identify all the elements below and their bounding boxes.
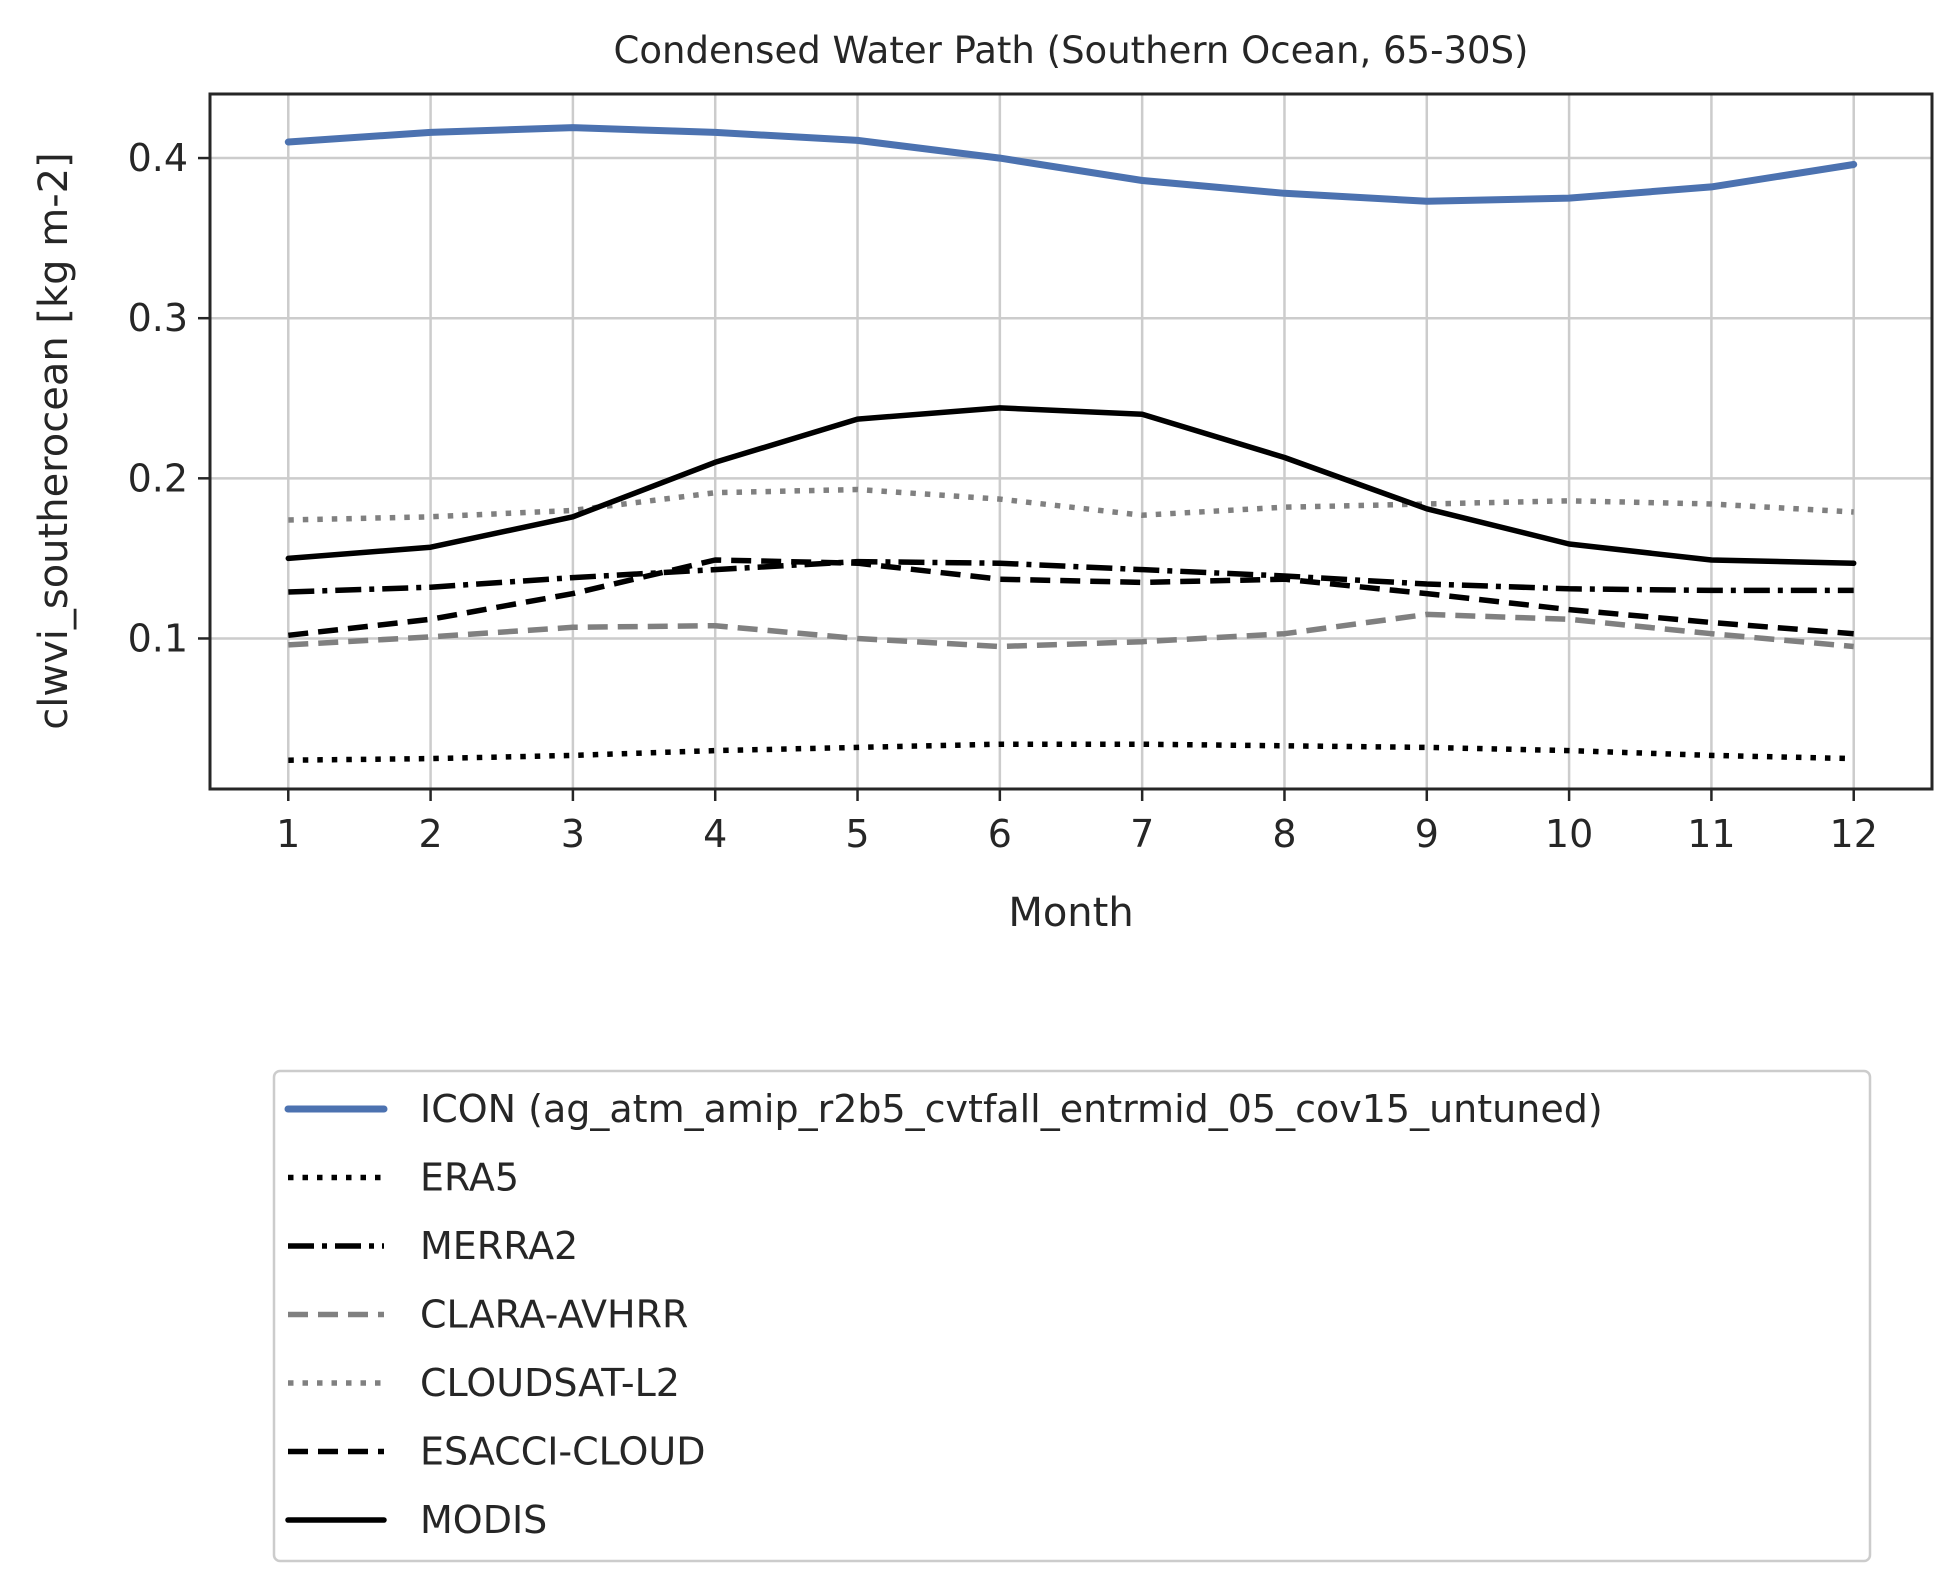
legend-label: CLOUDSAT-L2 — [420, 1361, 680, 1405]
legend-label: ERA5 — [420, 1156, 519, 1200]
grid — [210, 94, 1932, 789]
y-tick-label: 0.4 — [128, 136, 188, 180]
x-tick-label: 10 — [1545, 812, 1593, 856]
legend-label: MERRA2 — [420, 1224, 578, 1268]
x-tick-label: 12 — [1830, 812, 1878, 856]
legend-label: MODIS — [420, 1498, 547, 1542]
x-tick-label: 2 — [418, 812, 442, 856]
x-tick-label: 11 — [1687, 812, 1735, 856]
x-axis-label: Month — [1008, 890, 1133, 936]
y-tick-label: 0.2 — [128, 456, 188, 500]
legend-label: CLARA-AVHRR — [420, 1293, 688, 1337]
y-tick-label: 0.3 — [128, 296, 188, 340]
x-tick-label: 6 — [988, 812, 1012, 856]
x-tick-label: 5 — [845, 812, 869, 856]
chart-title: Condensed Water Path (Southern Ocean, 65… — [614, 29, 1529, 72]
series-line-6 — [287, 557, 1854, 639]
series-line-5 — [288, 486, 1854, 523]
x-tick-label: 3 — [561, 812, 585, 856]
legend-label: ESACCI-CLOUD — [420, 1430, 705, 1474]
legend-label: ICON (ag_atm_amip_r2b5_cvtfall_entrmid_0… — [420, 1087, 1603, 1131]
x-tick-label: 1 — [276, 812, 300, 856]
series-line-7 — [285, 405, 1857, 566]
x-tick-label: 9 — [1415, 812, 1439, 856]
x-axis: 1 2 3 4 5 6 7 8 9 10 11 12 — [276, 789, 1878, 856]
y-axis: 0.1 0.2 0.3 0.4 — [128, 136, 210, 660]
legend: ICON (ag_atm_amip_r2b5_cvtfall_entrmid_0… — [272, 1069, 1872, 1563]
series-line-1 — [284, 124, 1858, 205]
legend-frame — [272, 1069, 1872, 1563]
x-tick-label: 7 — [1130, 812, 1154, 856]
y-tick-label: 0.1 — [128, 616, 188, 660]
plot-frame — [208, 92, 1934, 791]
x-tick-label: 8 — [1272, 812, 1296, 856]
series-line-3 — [288, 558, 1854, 595]
x-tick-label: 4 — [703, 812, 727, 856]
y-axis-label: clwvi_southerocean [kg m-2] — [31, 152, 77, 729]
series-layer — [284, 124, 1858, 763]
series-line-4 — [288, 611, 1854, 650]
